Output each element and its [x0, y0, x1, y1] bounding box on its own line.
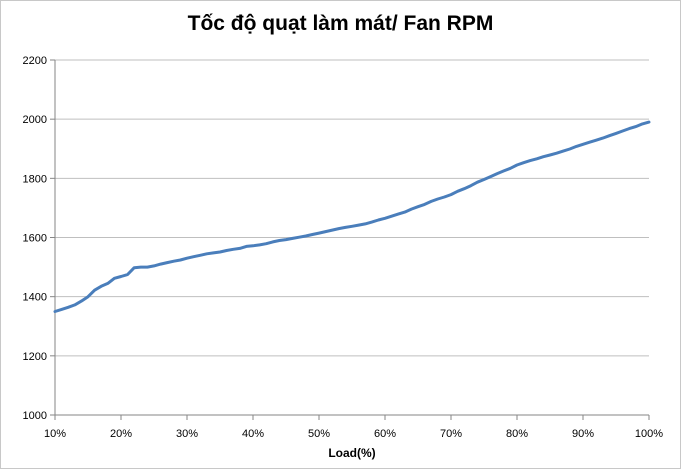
x-tick-label: 40% — [242, 428, 264, 440]
y-tick-label: 2200 — [23, 55, 47, 67]
gridlines — [55, 59, 649, 357]
series-line — [53, 120, 651, 313]
axes — [50, 59, 650, 420]
x-tick-label: 50% — [308, 428, 330, 440]
series — [53, 120, 651, 313]
x-tick-label: 100% — [635, 428, 663, 440]
x-axis-title: Load(%) — [328, 446, 375, 460]
y-tick-label: 1400 — [23, 292, 47, 304]
x-tick-label: 30% — [176, 428, 198, 440]
chart-title: Tốc độ quạt làm mát/ Fan RPM — [187, 12, 494, 35]
x-tick-label: 20% — [110, 428, 132, 440]
y-tick-label: 1200 — [23, 351, 47, 363]
y-tick-label: 2000 — [23, 114, 47, 126]
y-tick-label: 1000 — [23, 410, 47, 422]
y-tick-label: 1800 — [23, 173, 47, 185]
y-tick-label: 1600 — [23, 233, 47, 245]
x-tick-label: 10% — [44, 428, 66, 440]
tick-labels: 1000 1200 1400 1600 1800 2000 2200 10% 20% 30% 40%… — [23, 55, 664, 440]
x-tick-label: 90% — [572, 428, 594, 440]
x-tick-label: 60% — [374, 428, 396, 440]
x-tick-label: 70% — [440, 428, 462, 440]
x-tick-label: 80% — [506, 428, 528, 440]
